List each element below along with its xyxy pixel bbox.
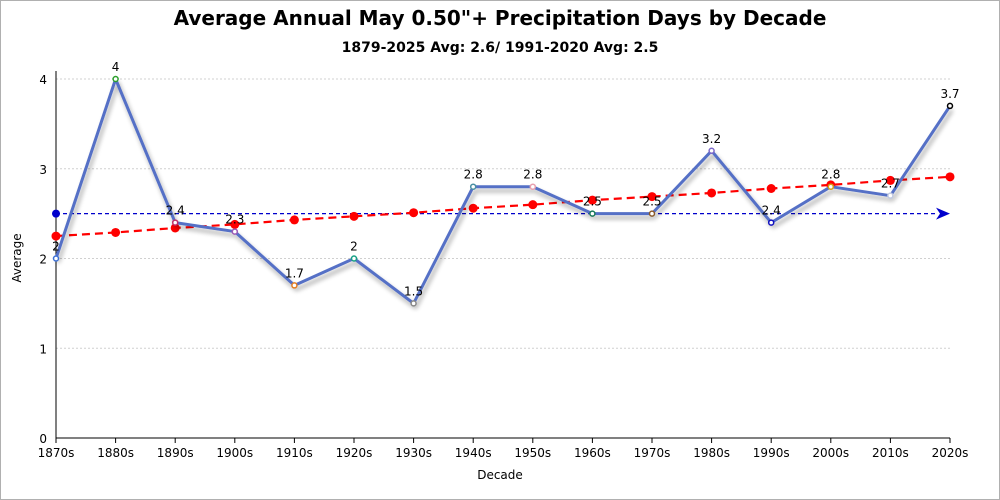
- reference-start-dot: [52, 209, 60, 218]
- x-tick-label: 1990s: [753, 446, 790, 460]
- x-tick-label: 2010s: [872, 446, 909, 460]
- data-label: 2.5: [642, 195, 661, 209]
- trend-point: [647, 192, 657, 202]
- data-label: 3.7: [940, 87, 959, 101]
- y-axis-label: Average: [10, 233, 24, 282]
- data-label: 2.5: [583, 195, 602, 209]
- trend-point: [707, 188, 717, 198]
- data-label: 2: [52, 240, 60, 254]
- data-label: 2.8: [464, 168, 483, 182]
- data-line: [54, 77, 952, 305]
- trend-point: [528, 200, 538, 210]
- x-tick-label: 1950s: [514, 446, 551, 460]
- trend-point: [349, 211, 359, 221]
- x-tick-label: 1900s: [216, 446, 253, 460]
- data-label: 1.7: [285, 266, 304, 280]
- data-label: 2.4: [762, 204, 781, 218]
- data-label: 2.7: [881, 177, 900, 191]
- data-point: [112, 75, 119, 83]
- data-label: 2.8: [523, 168, 542, 182]
- y-tick-label: 1: [39, 342, 47, 356]
- data-point: [827, 183, 835, 190]
- data-point: [291, 282, 298, 289]
- chart-subtitle: 1879-2025 Avg: 2.6/ 1991-2020 Avg: 2.5: [342, 40, 659, 56]
- trend-point: [766, 183, 776, 193]
- data-label: 4: [112, 60, 120, 74]
- data-point: [410, 300, 417, 307]
- reference-arrow-icon: [936, 207, 950, 220]
- x-tick-label: 2000s: [812, 446, 849, 460]
- x-tick-label: 2020s: [932, 446, 969, 460]
- y-tick-label: 2: [39, 253, 47, 267]
- x-tick-label: 1940s: [455, 446, 492, 460]
- data-point: [171, 219, 179, 226]
- trend-point: [468, 203, 478, 213]
- y-tick-label: 3: [39, 163, 47, 177]
- data-point: [887, 192, 894, 199]
- y-tick-label: 4: [39, 73, 47, 87]
- x-tick-label: 1870s: [38, 446, 75, 460]
- data-point: [708, 147, 715, 155]
- data-label: 2.4: [166, 204, 185, 218]
- x-tick-label: 1910s: [276, 446, 313, 460]
- trend-point: [587, 195, 597, 205]
- data-point: [648, 210, 656, 217]
- trend-point: [230, 219, 240, 229]
- x-tick-label: 1980s: [693, 446, 730, 460]
- data-label: 2.8: [821, 168, 840, 182]
- y-tick-label: 0: [39, 432, 47, 446]
- data-label: 3.2: [702, 132, 721, 146]
- x-tick-label: 1880s: [97, 446, 134, 460]
- trend-point: [289, 215, 299, 225]
- data-point: [52, 255, 60, 262]
- x-tick-label: 1970s: [634, 446, 671, 460]
- data-label: 1.5: [404, 284, 423, 298]
- trend-point: [170, 223, 180, 233]
- data-label: 2: [350, 240, 358, 254]
- trend-point: [945, 172, 955, 182]
- trend-point: [409, 208, 419, 218]
- data-point: [767, 219, 775, 226]
- x-tick-label: 1930s: [395, 446, 432, 460]
- data-point: [231, 228, 239, 235]
- x-axis-label: Decade: [477, 468, 523, 482]
- trend-point: [51, 231, 61, 241]
- data-point: [589, 210, 596, 217]
- data-point: [529, 183, 537, 190]
- trend-point: [111, 227, 121, 237]
- x-tick-label: 1920s: [336, 446, 373, 460]
- trend-point: [885, 175, 895, 185]
- chart-title: Average Annual May 0.50"+ Precipitation …: [174, 6, 827, 30]
- x-tick-label: 1960s: [574, 446, 611, 460]
- data-point: [469, 183, 477, 190]
- data-point: [350, 255, 358, 262]
- data-label: 2.3: [225, 213, 244, 227]
- data-point: [946, 102, 954, 110]
- x-tick-label: 1890s: [157, 446, 194, 460]
